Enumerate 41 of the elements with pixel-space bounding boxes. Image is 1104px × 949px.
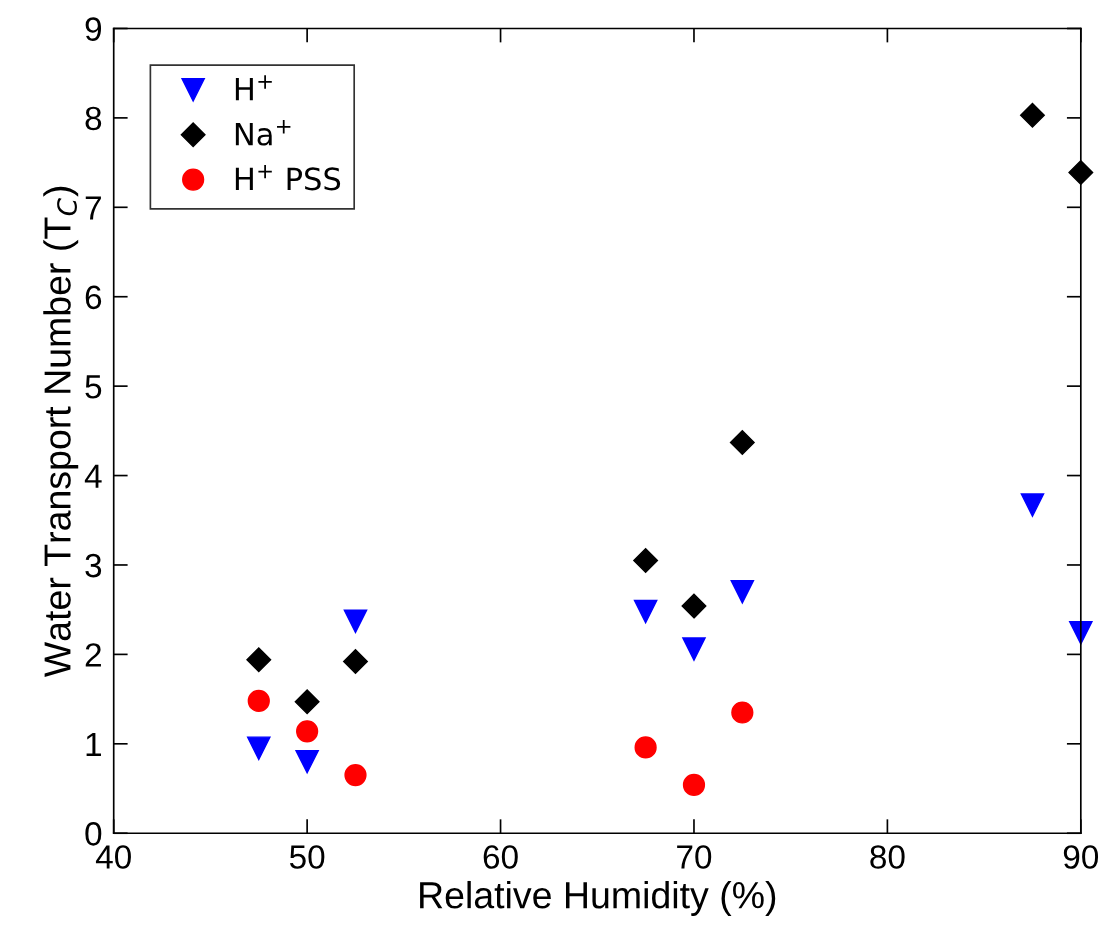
point: [731, 701, 754, 724]
x-tick-label: 60: [483, 845, 518, 869]
y-tick-label: 7: [85, 196, 101, 220]
x-axis-title: Relative Humidity (%): [420, 880, 776, 916]
legend-label: Na$^{+}$: [235, 120, 291, 146]
y-tick-label: 0: [85, 822, 102, 846]
y-tick-label: 5: [85, 375, 102, 399]
point: [681, 593, 707, 619]
y-tick-label: 2: [85, 643, 101, 667]
point: [633, 599, 658, 624]
y-tick-label: 9: [85, 17, 102, 41]
point: [682, 773, 706, 797]
x-tick-label: 40: [95, 845, 131, 869]
point: [296, 720, 319, 743]
point: [1020, 493, 1045, 517]
x-tick-label: 70: [677, 845, 712, 869]
x-tick-label: 90: [1063, 845, 1099, 869]
point: [634, 736, 657, 759]
point: [295, 749, 319, 774]
y-tick-label: 3: [85, 553, 102, 578]
point: [633, 548, 659, 573]
y-tick-label: 4: [84, 464, 102, 488]
point: [682, 637, 706, 661]
y-tick-label: 1: [86, 732, 101, 756]
y-tick-label: 8: [85, 106, 102, 131]
y-tick-label: 6: [85, 285, 102, 310]
x-tick-label: 50: [289, 845, 325, 869]
legend-label: H$^{+}$: [235, 75, 272, 101]
point: [246, 647, 272, 673]
point: [294, 689, 320, 715]
point: [1019, 102, 1045, 128]
y-axis-title: Water Transport Number (T$_{C}$): [43, 186, 79, 678]
point: [730, 579, 755, 604]
point: [344, 763, 367, 787]
x-tick-label: 80: [870, 845, 905, 869]
point: [247, 689, 270, 712]
point: [343, 609, 368, 634]
legend-label: H$^{+}$ PSS: [235, 164, 341, 191]
point: [246, 736, 271, 761]
point: [343, 649, 368, 675]
point: [729, 429, 755, 455]
